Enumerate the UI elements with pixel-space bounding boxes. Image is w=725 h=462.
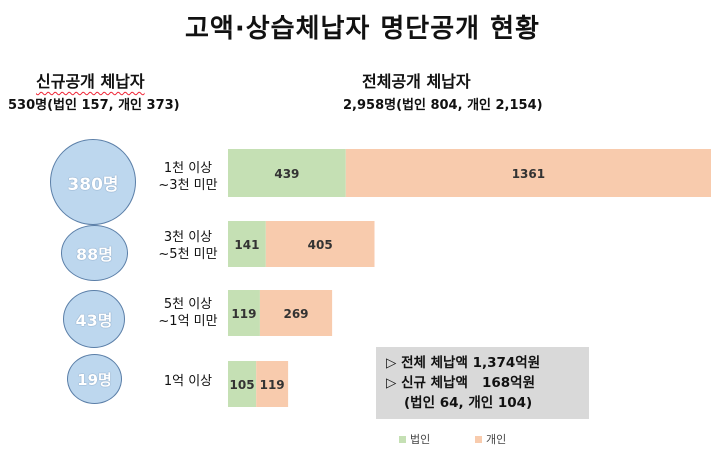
new-disclosure-title: 신규공개 체납자 <box>36 72 145 91</box>
bar-individual-3 <box>259 290 333 336</box>
bar-corporate-3 <box>228 290 260 336</box>
legend-item-corporate: 법인 <box>399 431 430 447</box>
category-label-3: 5천 이상 ~1억 미만 <box>158 297 218 329</box>
bar-label-individual-1: 1361 <box>512 167 545 181</box>
bar-label-individual-4: 119 <box>260 378 285 392</box>
bar-corporate-1 <box>228 149 346 197</box>
summary-total: ▷ 전체 체납액 1,374억원 <box>386 355 541 371</box>
legend-swatch-corporate <box>399 435 406 443</box>
legend-label-corporate: 법인 <box>410 433 431 446</box>
summary-new: ▷ 신규 체납액 168억원 <box>386 375 536 391</box>
legend-label-individual: 개인 <box>486 433 507 446</box>
bar-label-individual-3: 269 <box>283 307 308 321</box>
bubble-count-1: 380명 <box>50 139 136 225</box>
bar-individual-4 <box>256 361 289 407</box>
bar-corporate-2 <box>228 221 266 267</box>
summary-breakdown: (법인 64, 개인 104) <box>404 395 533 411</box>
all-disclosure-subtitle: 2,958명(법인 804, 개인 2,154) <box>343 98 543 113</box>
bubble-count-4: 19명 <box>67 354 122 404</box>
bar-label-corporate-2: 141 <box>234 238 259 252</box>
bar-corporate-4 <box>228 361 257 407</box>
page-title: 고액·상습체납자 명단공개 현황 <box>185 14 540 44</box>
bar-label-individual-2: 405 <box>308 238 333 252</box>
category-label-1: 1천 이상 ~3천 미만 <box>158 161 218 193</box>
bar-label-corporate-3: 119 <box>231 307 256 321</box>
legend-swatch-individual <box>475 435 482 443</box>
category-label-4: 1억 이상 <box>163 374 213 389</box>
bar-individual-2 <box>265 221 375 267</box>
summary-box: ▷ 전체 체납액 1,374억원 ▷ 신규 체납액 168억원 (법인 64, … <box>376 347 589 419</box>
all-disclosure-title: 전체공개 체납자 <box>362 72 471 91</box>
bar-label-corporate-1: 439 <box>274 167 299 181</box>
bubble-count-2: 88명 <box>61 225 128 281</box>
new-disclosure-subtitle: 530명(법인 157, 개인 373) <box>8 98 180 113</box>
category-label-2: 3천 이상 ~5천 미만 <box>158 230 218 262</box>
legend-item-individual: 개인 <box>475 431 506 447</box>
bar-individual-1 <box>345 149 711 197</box>
bubble-count-3: 43명 <box>63 290 125 348</box>
bar-label-corporate-4: 105 <box>230 378 255 392</box>
